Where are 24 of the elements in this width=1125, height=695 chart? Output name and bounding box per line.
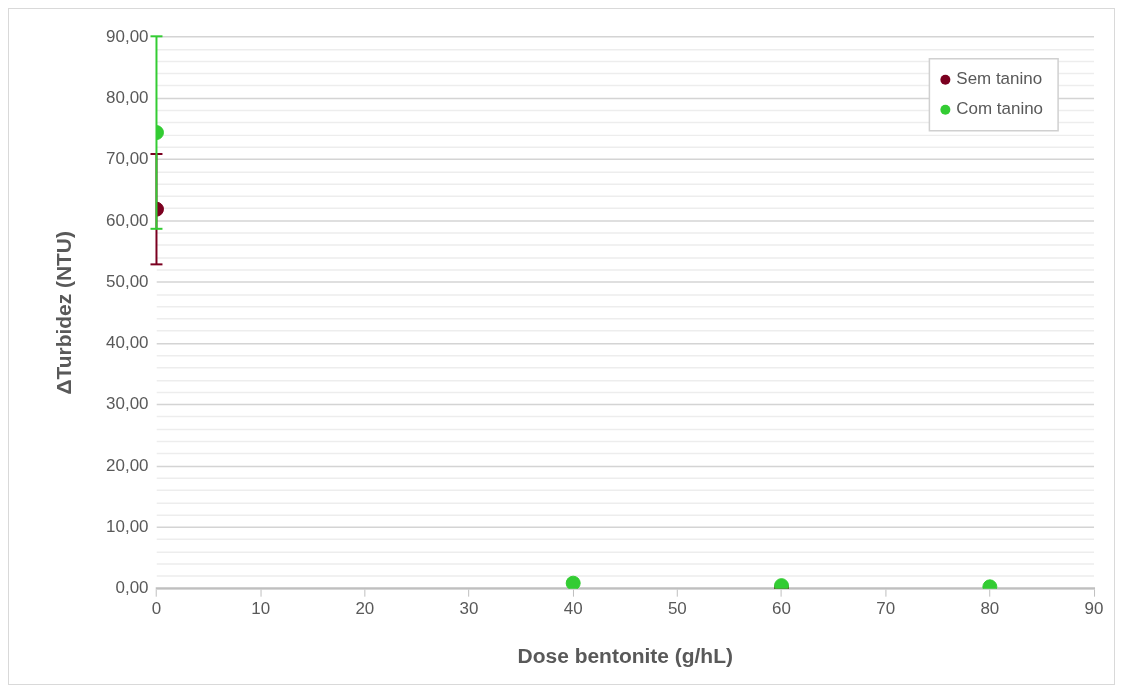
x-axis-title: Dose bentonite (g/hL) xyxy=(517,644,733,668)
x-tick-label: 40 xyxy=(563,599,583,619)
y-tick-label: 60,00 xyxy=(106,210,149,230)
y-tick-label: 20,00 xyxy=(106,455,149,475)
y-axis-title: ΔTurbidez (NTU) xyxy=(52,231,76,395)
x-tick-label: 90 xyxy=(1084,599,1104,619)
y-tick-label: 30,00 xyxy=(106,394,149,414)
x-tick-label: 30 xyxy=(459,599,479,619)
legend-label: Com tanino xyxy=(956,99,1044,119)
y-tick-label: 80,00 xyxy=(106,87,149,107)
y-tick-label: 40,00 xyxy=(106,333,149,353)
y-tick-label: 0,00 xyxy=(115,578,149,598)
y-tick-label: 50,00 xyxy=(106,271,149,291)
x-tick-label: 50 xyxy=(667,599,687,619)
y-tick-label: 70,00 xyxy=(106,149,149,169)
x-tick-label: 20 xyxy=(355,599,375,619)
x-tick-label: 60 xyxy=(772,599,791,619)
x-tick-label: 80 xyxy=(980,599,1000,619)
y-tick-label: 90,00 xyxy=(106,26,149,46)
x-tick-label: 0 xyxy=(151,599,162,619)
legend-label: Sem tanino xyxy=(956,69,1043,89)
x-tick-label: 70 xyxy=(876,599,896,619)
y-tick-label: 10,00 xyxy=(106,517,149,537)
x-tick-label: 10 xyxy=(251,599,271,619)
